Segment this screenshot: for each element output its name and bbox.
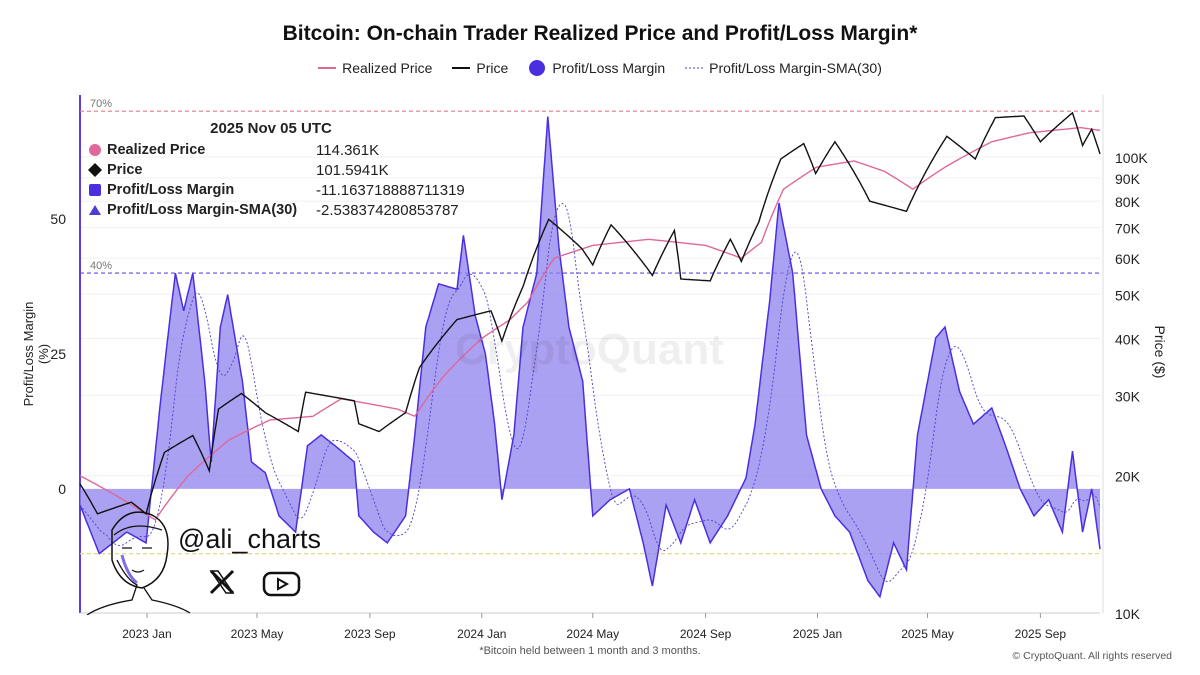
tooltip-value: -2.538374280853787 — [316, 201, 459, 219]
copyright: © CryptoQuant. All rights reserved — [1012, 650, 1172, 662]
chart-title: Bitcoin: On-chain Trader Realized Price … — [282, 22, 918, 45]
author-handle: @ali_charts — [178, 524, 321, 554]
x-tick-label: 2023 Jan — [122, 627, 171, 641]
x-tick-label: 2025 May — [901, 627, 954, 641]
margin-line — [79, 116, 1101, 599]
tooltip-row-sma: Profit/Loss Margin-SMA(30) -2.53837428085… — [88, 200, 465, 220]
x-tick-label: 2025 Jan — [793, 627, 842, 641]
reference-line-label: 40% — [90, 260, 112, 272]
tooltip-date: 2025 Nov 05 UTC — [210, 120, 332, 137]
right-tick-label: 50K — [1115, 287, 1141, 303]
right-tick-label: 80K — [1115, 194, 1141, 210]
right-tick-label: 60K — [1115, 251, 1141, 267]
legend-item-sma[interactable]: Profit/Loss Margin-SMA(30) — [685, 60, 882, 76]
tooltip-row-price: Price 101.5941K — [88, 160, 465, 180]
diamond-marker-icon — [88, 163, 102, 177]
legend-item-margin[interactable]: Profit/Loss Margin — [528, 59, 665, 77]
legend: Realized Price Price Profit/Loss Margin … — [0, 59, 1200, 77]
right-tick-label: 90K — [1115, 171, 1141, 187]
legend-label: Price — [476, 60, 509, 76]
tooltip-value: 101.5941K — [316, 161, 389, 179]
x-tick-label: 2023 Sep — [344, 627, 396, 641]
tooltip-row-realized: Realized Price 114.361K — [88, 140, 465, 160]
tooltip-value: -11.163718888711319 — [316, 181, 465, 199]
right-axis-label: Price ($) — [1152, 325, 1168, 379]
price-line — [79, 111, 1101, 515]
left-axis-label: Profit/Loss Margin (%) — [21, 301, 51, 407]
tooltip-name: Realized Price — [107, 142, 206, 158]
right-tick-label: 10K — [1115, 606, 1141, 622]
tooltip-name: Profit/Loss Margin-SMA(30) — [107, 202, 298, 218]
right-tick-label: 40K — [1115, 331, 1141, 347]
right-tick-label: 20K — [1115, 469, 1141, 485]
triangle-marker-icon — [89, 205, 101, 215]
tooltip: 2025 Nov 05 UTC Realized Price 114.361K P… — [88, 120, 465, 220]
right-tick-label: 30K — [1115, 388, 1141, 404]
x-tick-label: 2024 Jan — [457, 627, 506, 641]
square-marker-icon — [89, 184, 101, 196]
legend-label: Profit/Loss Margin-SMA(30) — [709, 60, 882, 76]
tooltip-name: Profit/Loss Margin — [107, 182, 235, 198]
x-tick-label: 2024 Sep — [680, 627, 732, 641]
watermark: CryptoQuant — [455, 325, 724, 374]
left-tick-label: 25 — [50, 346, 66, 362]
right-tick-label: 100K — [1115, 150, 1148, 166]
tooltip-name: Price — [107, 162, 143, 178]
left-tick-label: 50 — [50, 211, 66, 227]
x-tick-label: 2023 May — [231, 627, 284, 641]
youtube-icon[interactable] — [262, 570, 302, 598]
footnote: *Bitcoin held between 1 month and 3 mont… — [479, 645, 701, 657]
reference-line-label: 70% — [90, 98, 112, 110]
circle-marker-icon — [89, 144, 101, 156]
legend-label: Profit/Loss Margin — [552, 60, 666, 76]
tooltip-value: 114.361K — [316, 141, 380, 159]
legend-item-price[interactable]: Price — [452, 60, 508, 76]
margin-area — [80, 116, 1100, 597]
legend-label: Realized Price — [342, 60, 433, 76]
tooltip-row-margin: Profit/Loss Margin -11.163718888711319 — [88, 180, 465, 200]
realized-price-line — [79, 126, 1101, 521]
left-tick-label: 0 — [58, 481, 66, 497]
x-tick-label: 2024 May — [566, 627, 619, 641]
right-tick-label: 70K — [1115, 221, 1141, 237]
sma-line — [79, 203, 1101, 583]
x-tick-label: 2025 Sep — [1015, 627, 1067, 641]
avatar-sketch — [86, 511, 191, 615]
x-logo-icon[interactable] — [208, 568, 236, 596]
legend-item-realized-price[interactable]: Realized Price — [318, 60, 432, 76]
